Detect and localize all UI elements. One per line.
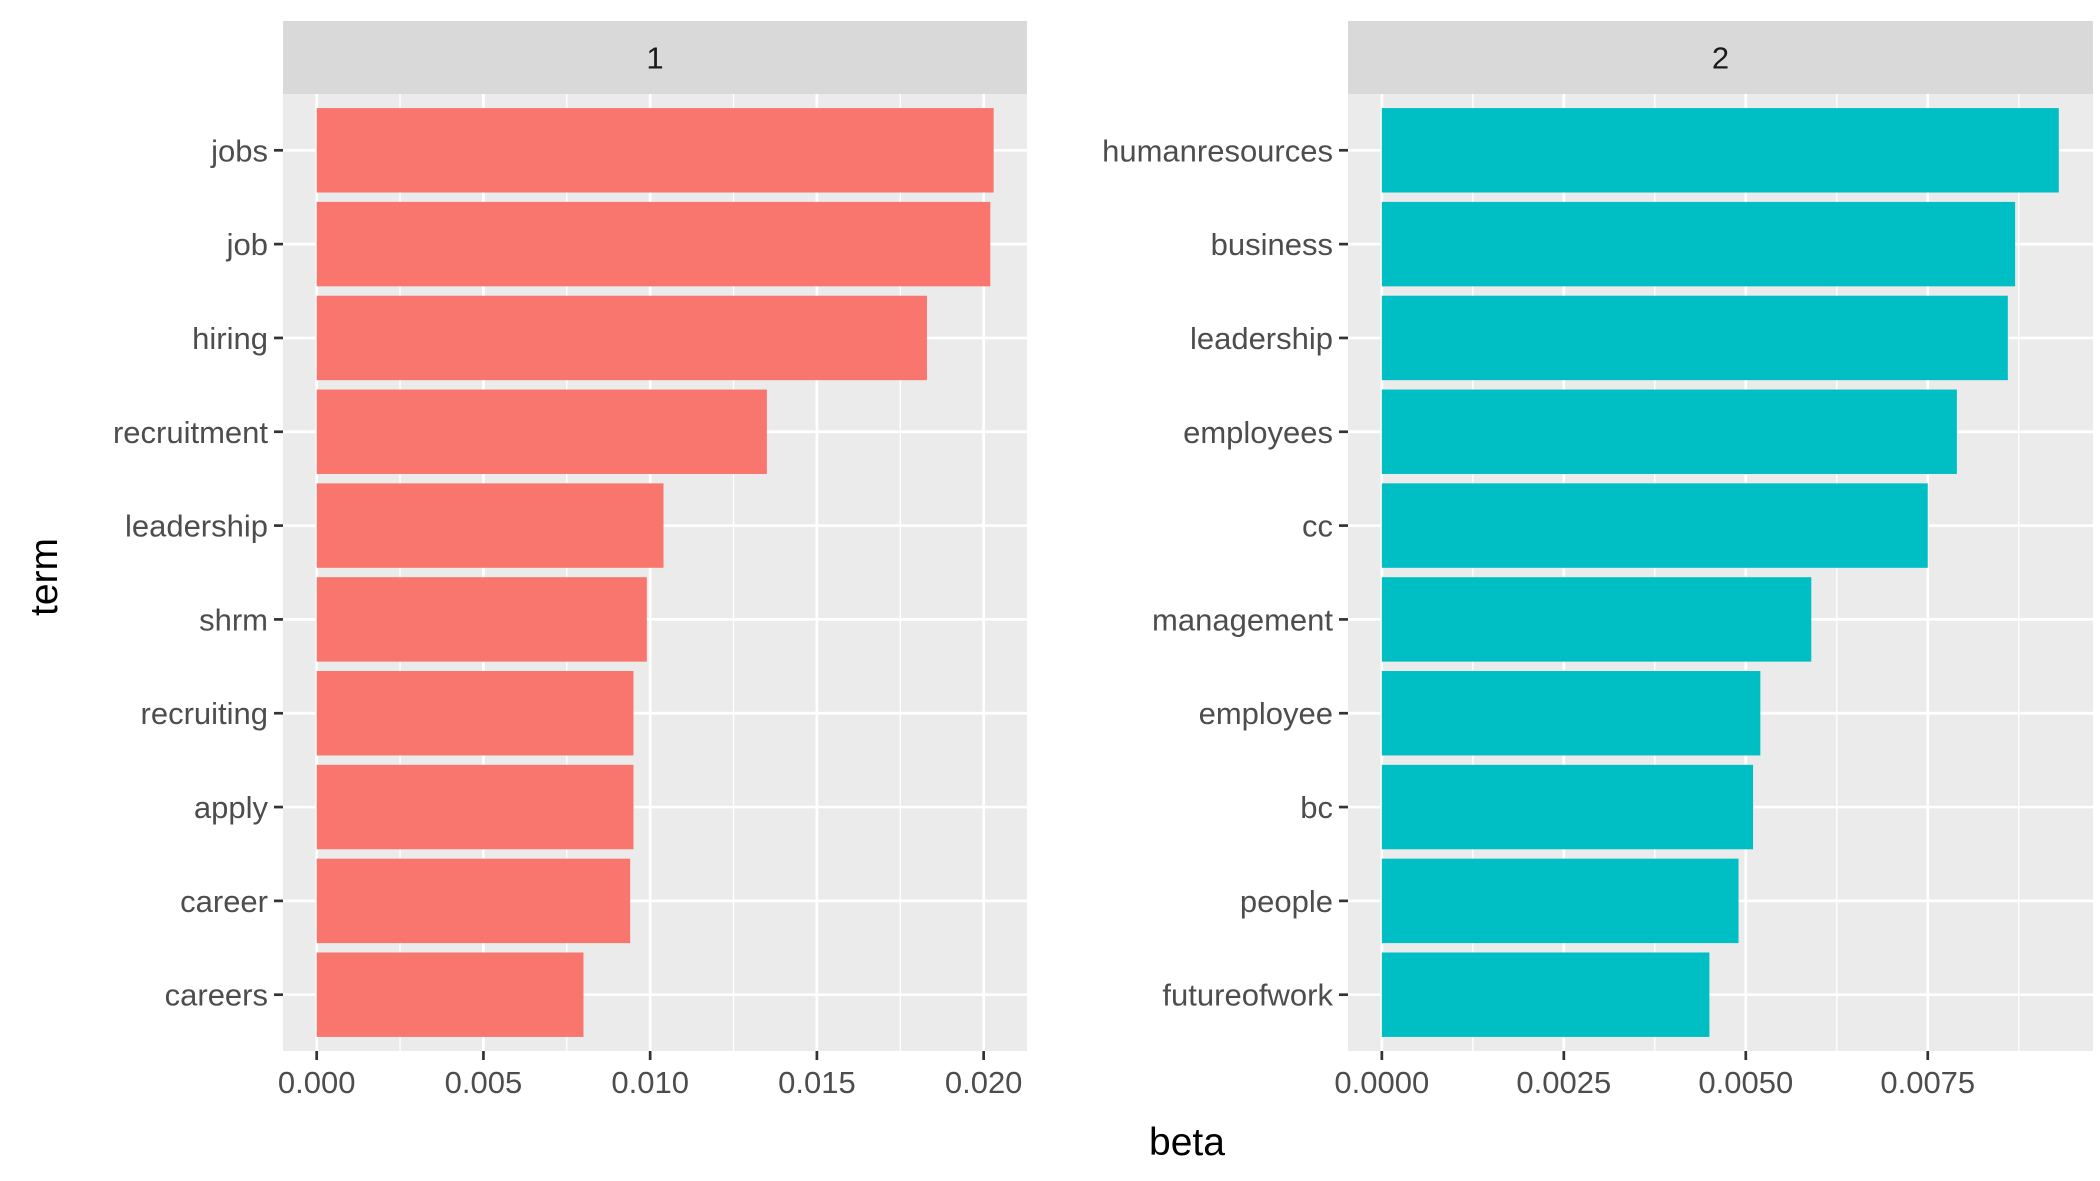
x-tick-label: 0.015 bbox=[778, 1065, 856, 1100]
bar-employees bbox=[1381, 389, 1957, 474]
bar-jobs bbox=[316, 108, 994, 193]
x-tick-label: 0.020 bbox=[945, 1065, 1023, 1100]
y-tick-label: humanresources bbox=[1102, 133, 1333, 168]
y-tick-label: management bbox=[1152, 602, 1333, 637]
bar-leadership bbox=[316, 483, 664, 568]
y-tick-label: shrm bbox=[199, 602, 268, 637]
bar-management bbox=[1381, 577, 1812, 662]
x-tick-label: 0.005 bbox=[445, 1065, 523, 1100]
x-tick-label: 0.0050 bbox=[1698, 1065, 1793, 1100]
bar-recruitment bbox=[316, 389, 767, 474]
bar-humanresources bbox=[1381, 108, 2059, 193]
facet-strip-label: 2 bbox=[1712, 41, 1729, 76]
bar-business bbox=[1381, 201, 2016, 287]
y-tick-label: bc bbox=[1300, 790, 1333, 825]
bar-job bbox=[316, 201, 991, 287]
y-tick-label: hiring bbox=[192, 321, 268, 356]
y-tick-label: recruiting bbox=[141, 696, 269, 731]
y-tick-label: leadership bbox=[125, 509, 268, 544]
bar-employee bbox=[1381, 671, 1761, 756]
x-tick-label: 0.0000 bbox=[1334, 1065, 1429, 1100]
y-tick-label: career bbox=[180, 884, 268, 919]
y-tick-label: people bbox=[1240, 884, 1333, 919]
y-tick-label: employee bbox=[1199, 696, 1333, 731]
x-axis-title: beta bbox=[1149, 1121, 1225, 1164]
y-tick-label: careers bbox=[165, 978, 268, 1013]
bar-people bbox=[1381, 858, 1739, 944]
bar-shrm bbox=[316, 577, 647, 662]
bar-career bbox=[316, 858, 631, 944]
x-tick-label: 0.0075 bbox=[1880, 1065, 1975, 1100]
y-tick-label: futureofwork bbox=[1162, 978, 1333, 1013]
bar-careers bbox=[316, 952, 584, 1037]
y-tick-label: jobs bbox=[210, 133, 268, 168]
x-tick-label: 0.000 bbox=[278, 1065, 356, 1100]
y-tick-label: business bbox=[1211, 227, 1333, 262]
bar-hiring bbox=[316, 295, 927, 381]
facet-strip bbox=[283, 21, 1027, 94]
bar-apply bbox=[316, 764, 634, 850]
x-tick-label: 0.010 bbox=[611, 1065, 689, 1100]
y-tick-label: employees bbox=[1183, 415, 1333, 450]
y-axis-title: term bbox=[23, 538, 66, 616]
bar-cc bbox=[1381, 483, 1928, 568]
y-tick-label: job bbox=[226, 227, 268, 262]
facet-strip bbox=[1348, 21, 2093, 94]
bar-bc bbox=[1381, 764, 1754, 850]
y-tick-label: recruitment bbox=[113, 415, 268, 450]
bar-futureofwork bbox=[1381, 952, 1710, 1037]
y-tick-label: leadership bbox=[1190, 321, 1333, 356]
y-tick-label: apply bbox=[194, 790, 269, 825]
bar-leadership bbox=[1381, 295, 2008, 381]
bar-recruiting bbox=[316, 671, 634, 756]
x-tick-label: 0.0025 bbox=[1516, 1065, 1611, 1100]
y-tick-label: cc bbox=[1302, 509, 1333, 544]
panel-1: 1 jobs job hiring recruitment leadership shrm r… bbox=[113, 21, 1027, 1100]
facet-strip-label: 1 bbox=[646, 41, 663, 76]
panel-2: 2 humanresources business leadership employe… bbox=[1102, 21, 2093, 1100]
